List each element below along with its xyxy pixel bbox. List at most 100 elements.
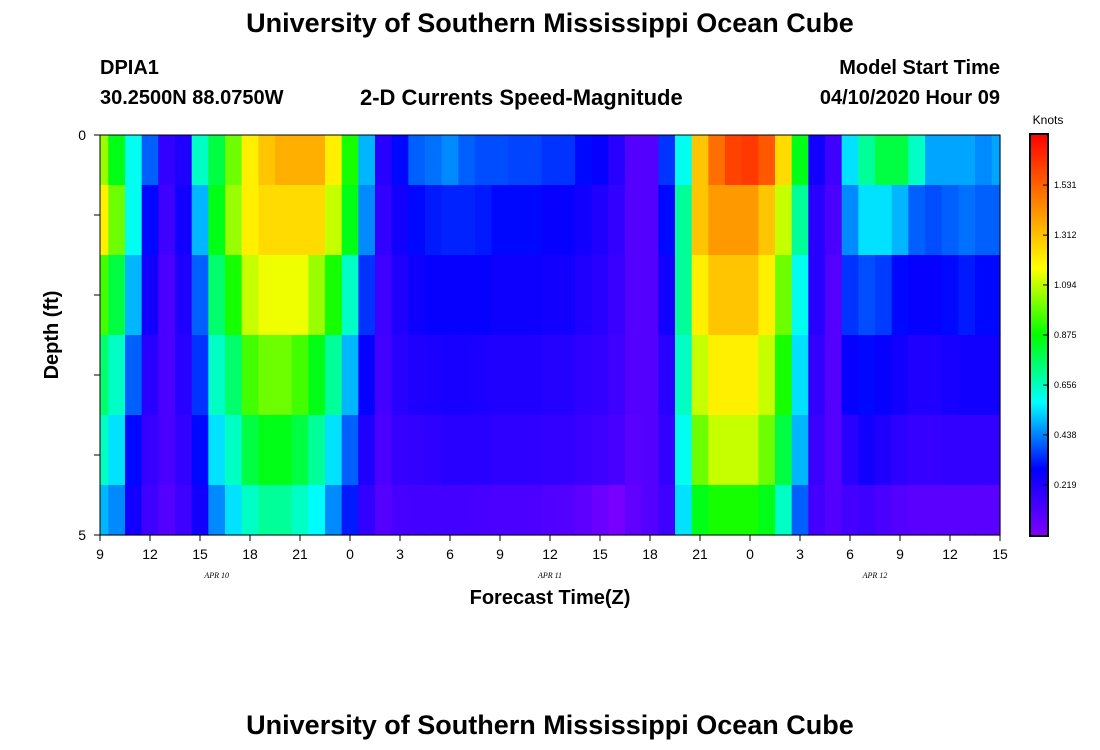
station-id: DPIA1: [100, 57, 159, 79]
heatmap-cell: [925, 335, 943, 416]
heatmap-cell: [775, 135, 793, 186]
heatmap-cell: [158, 415, 176, 486]
heatmap-cell: [525, 185, 543, 256]
heatmap-cell: [675, 485, 693, 536]
chart-subtitle: 2-D Currents Speed-Magnitude: [360, 85, 683, 110]
heatmap-cell: [408, 335, 426, 416]
heatmap-cell: [575, 185, 593, 256]
heatmap-cell: [908, 185, 926, 256]
heatmap-cell: [125, 335, 143, 416]
heatmap-cell: [325, 485, 343, 536]
x-tick-label: 21: [292, 546, 308, 562]
heatmap-cell: [641, 185, 659, 256]
heatmap-cell: [108, 185, 126, 256]
heatmap-cell: [775, 335, 793, 416]
heatmap-cell: [558, 415, 576, 486]
heatmap-cell: [891, 255, 909, 336]
heatmap-cell: [408, 255, 426, 336]
heatmap-cell: [158, 335, 176, 416]
heatmap-cell: [775, 185, 793, 256]
colorbar-tick-label: 0.219: [1054, 480, 1077, 490]
heatmap-cell: [508, 485, 526, 536]
x-axis-label: Forecast Time(Z): [470, 587, 631, 609]
heatmap-cell: [975, 255, 993, 336]
heatmap-cell: [541, 485, 559, 536]
heatmap-cell: [341, 485, 359, 536]
heatmap-cell: [641, 415, 659, 486]
heatmap-cell: [158, 255, 176, 336]
x-axis: 9 12 15 18 21 0 3 6 9 12 15 18 21 0 3 6 9 12 15 APR 10 APR 1…: [96, 535, 1008, 580]
x-tick-label: 12: [542, 546, 558, 562]
heatmap-cell: [100, 415, 109, 486]
heatmap-cell: [158, 485, 176, 536]
heatmap-cell: [258, 255, 276, 336]
heatmap-cell: [608, 335, 626, 416]
heatmap-cell: [808, 415, 826, 486]
heatmap-cell: [441, 255, 459, 336]
heatmap-cell: [641, 485, 659, 536]
heatmap-cell: [308, 485, 326, 536]
heatmap-cell: [308, 135, 326, 186]
heatmap-cell: [758, 485, 776, 536]
heatmap-cell: [725, 335, 743, 416]
heatmap-cell: [775, 255, 793, 336]
heatmap-cell: [375, 255, 393, 336]
heatmap-cell: [925, 485, 943, 536]
heatmap-cell: [741, 255, 759, 336]
heatmap-cell: [225, 485, 243, 536]
heatmap-cell: [258, 485, 276, 536]
heatmap-cell: [508, 255, 526, 336]
heatmap-cell: [275, 485, 293, 536]
heatmap-cell: [225, 185, 243, 256]
heatmap-cell: [675, 135, 693, 186]
heatmap-cell: [875, 185, 893, 256]
heatmap-cell: [341, 135, 359, 186]
heatmap-cell: [291, 415, 309, 486]
heatmap-cell: [508, 415, 526, 486]
colorbar-tick-label: 1.312: [1054, 230, 1077, 240]
heatmap-cell: [925, 255, 943, 336]
heatmap-cell: [191, 255, 209, 336]
heatmap-cell: [325, 335, 343, 416]
heatmap-cell: [175, 255, 193, 336]
x-tick-label: 15: [592, 546, 608, 562]
heatmap-cell: [258, 415, 276, 486]
heatmap-cell: [125, 185, 143, 256]
heatmap-cell: [241, 255, 259, 336]
heatmap-cell: [591, 185, 609, 256]
heatmap-cell: [641, 135, 659, 186]
heatmap-cell: [825, 335, 843, 416]
heatmap-cell: [441, 485, 459, 536]
heatmap-cell: [475, 185, 493, 256]
x-tick-label: 6: [846, 546, 854, 562]
heatmap-cell: [608, 415, 626, 486]
date-label: APR 10: [203, 571, 229, 580]
heatmap-cell: [575, 135, 593, 186]
heatmap-cell: [241, 415, 259, 486]
heatmap-cell: [975, 135, 993, 186]
heatmap-cell: [858, 335, 876, 416]
heatmap-cell: [275, 415, 293, 486]
heatmap-cell: [191, 415, 209, 486]
heatmap-cell: [275, 185, 293, 256]
heatmap-cell: [741, 185, 759, 256]
heatmap-cell: [991, 255, 1001, 336]
heatmap-cell: [708, 415, 726, 486]
heatmap-cell: [758, 415, 776, 486]
heatmap-cell: [658, 485, 676, 536]
heatmap-cell: [491, 135, 509, 186]
heatmap-cell: [325, 415, 343, 486]
x-tick-label: 21: [692, 546, 708, 562]
heatmap-cell: [358, 255, 376, 336]
heatmap-cell: [408, 485, 426, 536]
heatmap-cell: [841, 485, 859, 536]
heatmap-cell: [975, 415, 993, 486]
heatmap-cell: [675, 255, 693, 336]
heatmap-cell: [108, 415, 126, 486]
heatmap-cell: [541, 255, 559, 336]
heatmap-cell: [158, 135, 176, 186]
heatmap-cell: [241, 485, 259, 536]
heatmap-cell: [208, 335, 226, 416]
x-tick-label: 3: [796, 546, 804, 562]
heatmap-cell: [858, 185, 876, 256]
